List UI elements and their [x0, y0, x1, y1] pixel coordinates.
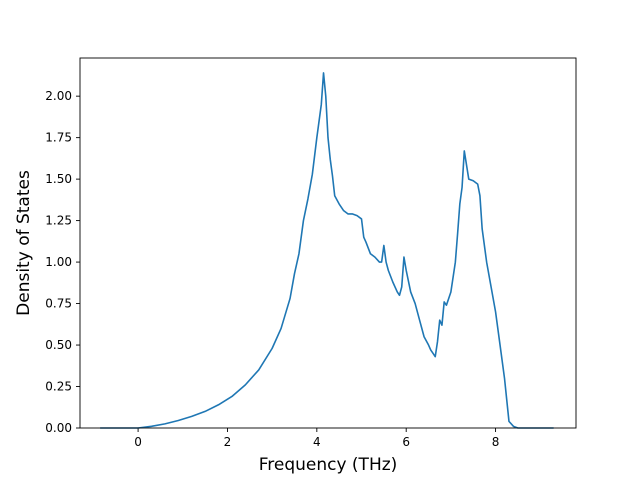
y-tick-label: 1.25 [45, 214, 72, 228]
y-axis-label: Density of States [14, 170, 34, 316]
y-tick-label: 0.00 [45, 421, 72, 435]
x-tick-label: 8 [492, 435, 500, 449]
y-tick-label: 1.75 [45, 131, 72, 145]
y-axis-ticks: 0.00 0.25 0.50 0.75 1.00 1.25 1.50 1.75 2.00 [45, 89, 80, 435]
x-tick-label: 0 [134, 435, 142, 449]
y-tick-label: 0.50 [45, 338, 72, 352]
y-tick-label: 0.25 [45, 380, 72, 394]
y-tick-label: 0.75 [45, 297, 72, 311]
y-tick-label: 1.00 [45, 255, 72, 269]
x-tick-label: 2 [224, 435, 232, 449]
y-tick-label: 1.50 [45, 172, 72, 186]
x-axis-label: Frequency (THz) [259, 455, 398, 475]
y-tick-label: 2.00 [45, 89, 72, 103]
plot-frame [79, 57, 577, 429]
plot-background [80, 58, 576, 428]
x-tick-label: 6 [402, 435, 410, 449]
x-axis-ticks: 0 2 4 6 8 [134, 428, 499, 449]
x-tick-label: 4 [313, 435, 321, 449]
dos-series-line [100, 72, 554, 429]
